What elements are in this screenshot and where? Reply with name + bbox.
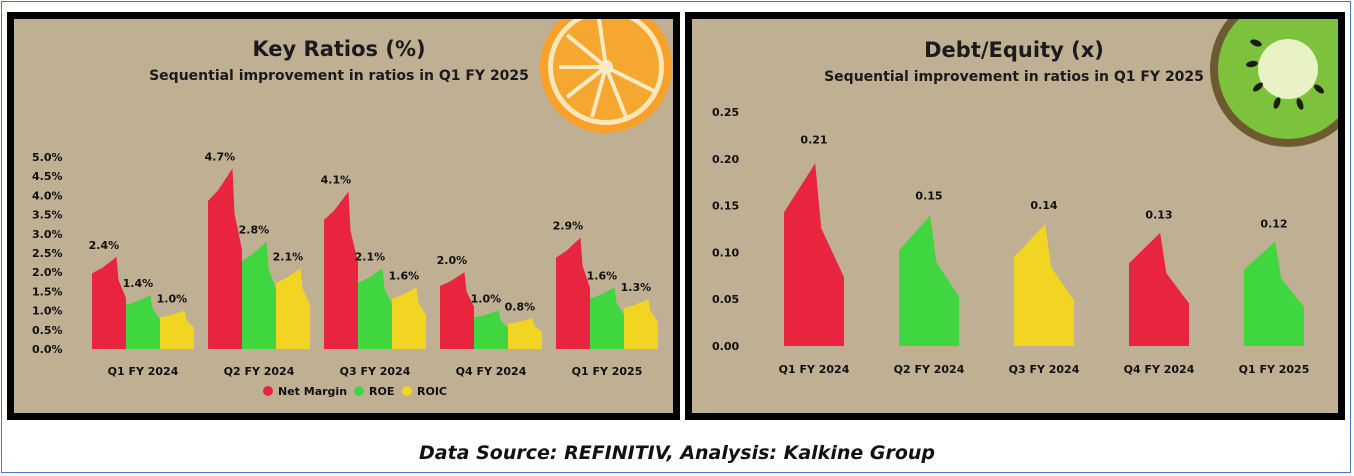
bar-debt-equity-q1-fy-2025 — [1244, 241, 1304, 346]
key-ratios-legend: Net Margin ROE ROIC — [263, 385, 447, 398]
data-label-roic-q1-fy-2025: 1.3% — [621, 281, 652, 294]
data-label-roe-q1-fy-2024: 1.4% — [123, 277, 154, 290]
bar-net-margin-q1-fy-2025 — [556, 237, 590, 349]
legend-roic-label: ROIC — [417, 385, 447, 398]
data-label-roic-q1-fy-2024: 1.0% — [157, 293, 188, 306]
data-label-debt-equity-q4-fy-2024: 0.13 — [1145, 208, 1172, 221]
data-label-net-margin-q4-fy-2024: 2.0% — [437, 254, 468, 267]
key-ratios-y-axis: 0.0% 0.5% 1.0% 1.5% 2.0% 2.5% 3.0% 3.5% 4.0% 4.5%… — [32, 151, 63, 356]
bar-roe-q4-fy-2024 — [474, 310, 508, 349]
debt-equity-subtitle: Sequential improvement in ratios in Q1 F… — [824, 69, 1204, 85]
data-label-roic-q3-fy-2024: 1.6% — [389, 270, 420, 283]
y-tick-label: 0.0% — [32, 343, 63, 356]
x-category-label: Q2 FY 2024 — [894, 363, 965, 376]
bar-net-margin-q3-fy-2024 — [324, 191, 358, 349]
y-tick-label: 3.5% — [32, 209, 63, 222]
y-tick-label: 3.0% — [32, 228, 63, 241]
data-label-net-margin-q3-fy-2024: 4.1% — [321, 174, 352, 187]
data-label-roe-q4-fy-2024: 1.0% — [471, 293, 502, 306]
data-label-net-margin-q1-fy-2025: 2.9% — [553, 220, 584, 233]
data-label-roic-q4-fy-2024: 0.8% — [505, 300, 536, 313]
data-label-debt-equity-q2-fy-2024: 0.15 — [915, 190, 942, 203]
debt-equity-chart: Debt/Equity (x) Sequential improvement i… — [692, 19, 1338, 413]
legend-net-margin-swatch — [263, 386, 273, 396]
kiwi-slice-image — [1210, 19, 1338, 147]
y-tick-label: 4.5% — [32, 170, 63, 183]
orange-slice-image — [540, 19, 672, 133]
data-source-footer: Data Source: REFINITIV, Analysis: Kalkin… — [418, 442, 935, 464]
x-category-label: Q1 FY 2024 — [779, 363, 850, 376]
y-tick-label: 0.10 — [712, 246, 739, 259]
x-category-label: Q2 FY 2024 — [224, 365, 295, 378]
bar-roic-q1-fy-2025 — [624, 299, 658, 349]
data-label-roe-q2-fy-2024: 2.8% — [239, 223, 270, 236]
x-category-label: Q1 FY 2024 — [108, 365, 179, 378]
bar-roic-q3-fy-2024 — [392, 287, 426, 349]
bar-roe-q1-fy-2024 — [126, 295, 160, 349]
legend-roe-label: ROE — [369, 385, 394, 398]
data-label-debt-equity-q1-fy-2025: 0.12 — [1260, 218, 1287, 231]
key-ratios-chart: Key Ratios (%) Sequential improvement in… — [14, 19, 673, 413]
data-label-roe-q3-fy-2024: 2.1% — [355, 250, 386, 263]
key-ratios-title: Key Ratios (%) — [252, 37, 425, 61]
y-tick-label: 4.0% — [32, 189, 63, 202]
bar-roic-q4-fy-2024 — [508, 318, 542, 349]
bar-debt-equity-q1-fy-2024 — [784, 163, 844, 346]
bar-net-margin-q1-fy-2024 — [92, 256, 126, 349]
y-tick-label: 0.25 — [712, 106, 739, 119]
legend-net-margin-label: Net Margin — [278, 385, 347, 398]
key-ratios-bars: 2.4%1.4%1.0%4.7%2.8%2.1%4.1%2.1%1.6%2.0%… — [89, 151, 658, 349]
key-ratios-x-axis: Q1 FY 2024 Q2 FY 2024 Q3 FY 2024 Q4 FY 2024… — [108, 365, 643, 378]
bar-debt-equity-q4-fy-2024 — [1129, 232, 1189, 346]
debt-equity-bars: 0.21 0.15 0.14 0.13 0.12 — [784, 133, 1304, 346]
data-label-net-margin-q1-fy-2024: 2.4% — [89, 239, 120, 252]
x-category-label: Q4 FY 2024 — [1124, 363, 1195, 376]
y-tick-label: 0.20 — [712, 153, 739, 166]
bar-roe-q1-fy-2025 — [590, 287, 624, 349]
x-category-label: Q3 FY 2024 — [340, 365, 411, 378]
y-tick-label: 2.5% — [32, 247, 63, 260]
bar-roic-q1-fy-2024 — [160, 310, 194, 349]
data-label-roic-q2-fy-2024: 2.1% — [273, 250, 304, 263]
y-tick-label: 5.0% — [32, 151, 63, 164]
y-tick-label: 2.0% — [32, 266, 63, 279]
y-tick-label: 0.15 — [712, 200, 739, 213]
legend-roic-swatch — [402, 386, 412, 396]
bar-debt-equity-q3-fy-2024 — [1014, 224, 1074, 346]
bar-debt-equity-q2-fy-2024 — [899, 215, 959, 346]
bar-roe-q2-fy-2024 — [242, 241, 276, 349]
y-tick-label: 0.00 — [712, 340, 739, 353]
key-ratios-subtitle: Sequential improvement in ratios in Q1 F… — [149, 68, 529, 84]
x-category-label: Q4 FY 2024 — [456, 365, 527, 378]
x-category-label: Q1 FY 2025 — [1239, 363, 1310, 376]
data-label-roe-q1-fy-2025: 1.6% — [587, 270, 618, 283]
x-category-label: Q1 FY 2025 — [572, 365, 643, 378]
debt-equity-y-axis: 0.00 0.05 0.10 0.15 0.20 0.25 — [712, 106, 739, 353]
key-ratios-panel: Key Ratios (%) Sequential improvement in… — [7, 12, 680, 420]
bar-net-margin-q2-fy-2024 — [208, 168, 242, 349]
y-tick-label: 1.5% — [32, 285, 63, 298]
data-label-net-margin-q2-fy-2024: 4.7% — [205, 151, 236, 164]
bar-roe-q3-fy-2024 — [358, 268, 392, 349]
data-label-debt-equity-q1-fy-2024: 0.21 — [800, 133, 827, 146]
y-tick-label: 1.0% — [32, 305, 63, 318]
debt-equity-x-axis: Q1 FY 2024 Q2 FY 2024 Q3 FY 2024 Q4 FY 2024… — [779, 363, 1310, 376]
data-label-debt-equity-q3-fy-2024: 0.14 — [1030, 199, 1057, 212]
y-tick-label: 0.05 — [712, 293, 739, 306]
y-tick-label: 0.5% — [32, 324, 63, 337]
debt-equity-title: Debt/Equity (x) — [924, 38, 1104, 62]
x-category-label: Q3 FY 2024 — [1009, 363, 1080, 376]
legend-roe-swatch — [354, 386, 364, 396]
debt-equity-panel: Debt/Equity (x) Sequential improvement i… — [685, 12, 1345, 420]
bar-net-margin-q4-fy-2024 — [440, 272, 474, 349]
bar-roic-q2-fy-2024 — [276, 268, 310, 349]
